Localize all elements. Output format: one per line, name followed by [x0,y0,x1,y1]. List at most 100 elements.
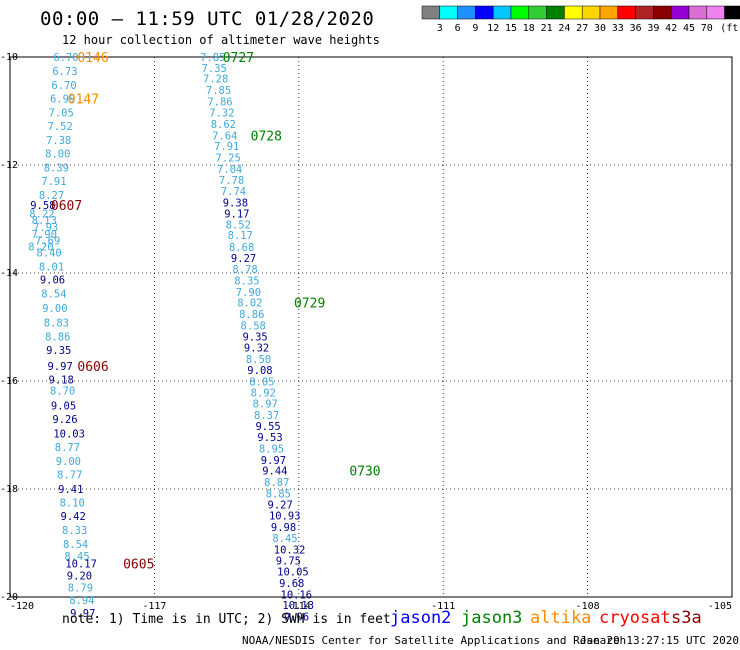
wave-height-value: 8.62 [211,119,236,131]
wave-height-value: 8.22 [29,209,54,221]
wave-height-value: 7.38 [46,135,71,147]
lon-tick-label: -108 [576,601,600,612]
wave-height-value: 7.28 [203,74,228,86]
credit-text: NOAA/NESDIS Center for Satellite Applica… [242,634,627,647]
map-frame [9,56,733,598]
wave-height-value: 9.32 [244,343,269,355]
legend-tick: 18 [523,23,535,34]
wave-height-value: 9.00 [56,456,81,468]
wave-height-value: 9.68 [279,578,304,590]
pass-time-label: 0146 [77,51,108,66]
wave-height-value: 8.13 [32,215,57,227]
wave-height-value: 8.40 [36,247,61,259]
wave-height-value: 9.06 [40,274,65,286]
wave-height-value: 7.69 [35,236,60,248]
wave-height-value: 8.86 [45,332,70,344]
lat-tick-label: -16 [0,376,18,387]
pass-time-label: 0730 [349,465,380,480]
generated-timestamp: Jan 29 13:27:15 UTC 2020 [580,634,739,647]
wave-height-value: 10.93 [269,510,301,522]
wave-height-value: 8.58 [241,320,266,332]
wave-height-value: 9.20 [67,570,92,582]
legend-tick: 24 [558,23,570,34]
wave-height-value: 8.68 [229,242,254,254]
legend-tick: 30 [594,23,606,34]
legend-tick: 42 [665,23,677,34]
wave-height-value: 8.35 [234,276,259,288]
legend-tick: 45 [683,23,695,34]
wave-height-value: 9.17 [224,209,249,221]
wave-height-value: 8.87 [264,477,289,489]
wave-height-value: 8.95 [259,444,284,456]
wave-height-value: 9.27 [231,253,256,265]
pass-time-label: 0605 [123,558,154,573]
wave-height-value: 10.17 [65,559,97,571]
wave-height-value: 9.26 [52,414,77,426]
wave-height-value: 7.32 [209,108,234,120]
legend-tick: 27 [576,23,588,34]
wave-height-value: 8.37 [254,410,279,422]
wave-height-value: 10.05 [277,567,309,579]
wave-height-value: 9.53 [257,432,282,444]
pass-time-label: 0147 [68,93,99,108]
wave-height-value: 9.35 [242,332,267,344]
wave-height-value: 7.85 [200,52,225,64]
wave-height-value: 8.10 [60,498,85,510]
pass-time-label: 0729 [294,297,325,312]
wave-height-value: 8.20 [28,242,53,254]
wave-height-value: 8.02 [237,298,262,310]
legend-tick: 33 [612,23,624,34]
wave-height-value: 8.33 [62,525,87,537]
wave-height-value: 9.18 [49,374,74,386]
wave-height-value: 9.08 [247,365,272,377]
pass-time-label: 0606 [77,360,108,375]
wave-height-value: 9.58 [30,200,55,212]
wave-height-value: 7.74 [221,186,246,198]
wave-height-value: 6.70 [51,80,76,92]
wave-height-value: 8.94 [69,595,94,607]
lon-tick-label: -114 [287,601,311,612]
wave-height-value: 8.85 [266,488,291,500]
lon-tick-label: -117 [142,601,166,612]
wave-height-value: 8.79 [68,582,93,594]
legend-swatch [724,5,740,20]
wave-height-value: 9.42 [61,511,86,523]
pass-time-label: 0728 [251,129,282,144]
legend-tick: 21 [541,23,553,34]
wave-height-value: 7.52 [48,121,73,133]
wave-height-value: 9.44 [262,466,287,478]
wave-height-value: 8.52 [226,219,251,231]
wave-height-value: 8.77 [55,442,80,454]
wave-height-value: 8.01 [39,262,64,274]
lon-tick-label: -120 [10,601,34,612]
wave-height-value: 8.86 [239,309,264,321]
legend-tick: 3 [437,23,443,34]
lat-tick-label: -10 [0,52,18,63]
wave-height-value: 10.03 [53,428,85,440]
wave-height-value: 8.45 [272,533,297,545]
legend-unit: (ft) [720,23,740,34]
wave-height-value: 10.13 [282,600,314,612]
wave-height-value: 8.77 [57,469,82,481]
page-subtitle: 12 hour collection of altimeter wave hei… [62,33,380,47]
wave-height-value: 8.97 [253,399,278,411]
wave-height-value: 6.73 [52,66,77,78]
wave-height-value: 7.25 [216,152,241,164]
wave-height-value: 9.27 [268,500,293,512]
wave-height-value: 7.90 [236,287,261,299]
legend-tick: 9 [472,23,478,34]
legend-tick: 15 [505,23,517,34]
legend-tick: 70 [701,23,713,34]
pass-time-label: 0727 [223,51,254,66]
wave-height-value: 7.91 [41,176,66,188]
wave-height-value: 9.38 [223,197,248,209]
wave-height-value: 7.93 [33,222,58,234]
lon-tick-label: -105 [708,601,732,612]
wave-height-value: 7.91 [214,141,239,153]
satellite-name: jason3 [461,608,523,628]
lat-tick-label: -18 [0,484,18,495]
satellite-name: cryosat [599,608,671,628]
page-title: 00:00 – 11:59 UTC 01/28/2020 [40,8,375,30]
wave-height-value: 7.64 [212,130,237,142]
